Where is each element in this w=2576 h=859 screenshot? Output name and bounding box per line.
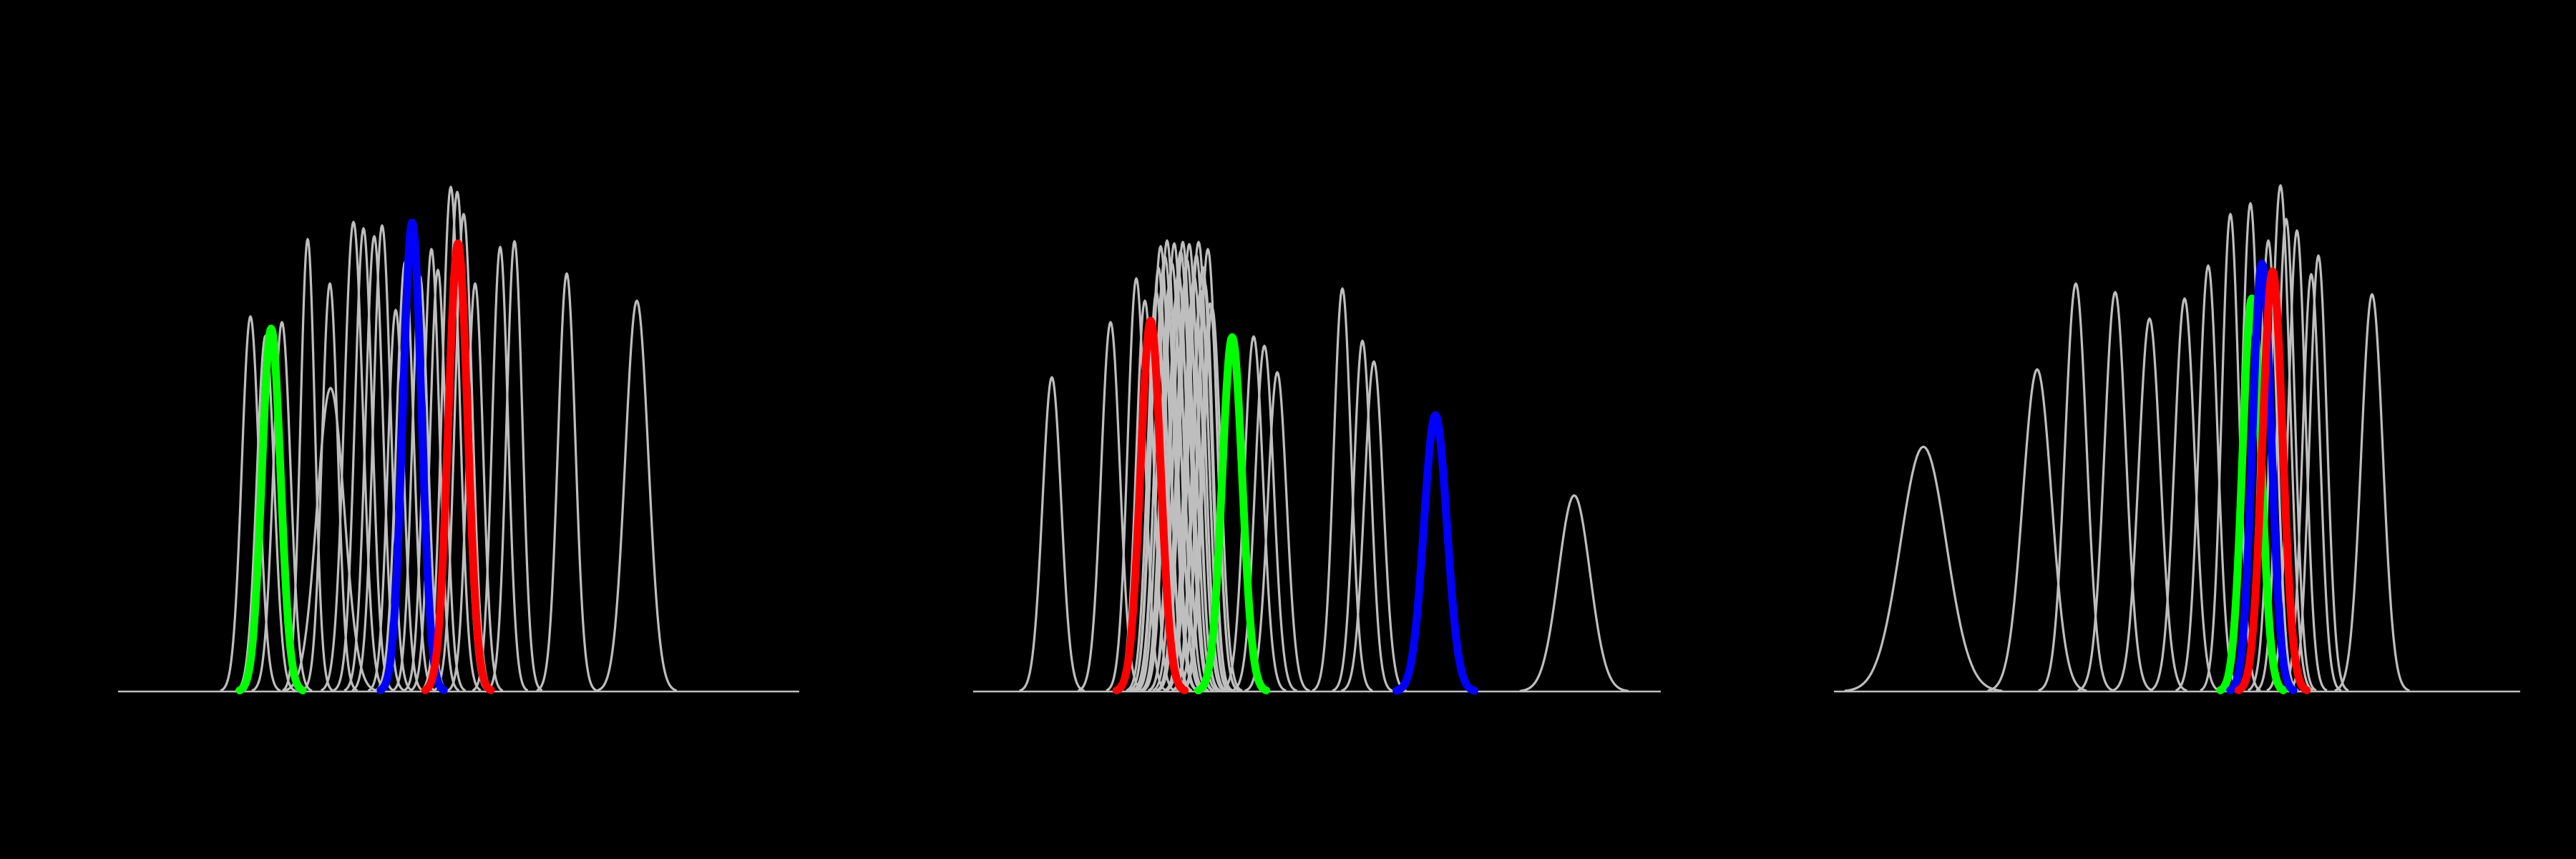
gray-density-curve: [597, 299, 677, 691]
gray-density-curve: [321, 220, 386, 691]
gray-density-curve: [2255, 218, 2317, 691]
gray-density-curve: [1395, 414, 1475, 692]
gray-density-curve: [1332, 339, 1393, 692]
gray-density-curve: [1519, 494, 1629, 692]
red-density-curve: [1112, 316, 1189, 694]
gray-density-curve: [2038, 282, 2114, 691]
panel-2-plot: [973, 239, 1661, 695]
gray-density-curve: [1231, 344, 1297, 692]
gray-density-curve: [333, 227, 394, 691]
gray-density-curve: [1312, 287, 1373, 691]
green-density-curve: [2216, 294, 2288, 694]
gray-density-curve: [2112, 317, 2187, 691]
green-density-curve: [1194, 333, 1271, 694]
gray-density-curve: [2149, 297, 2220, 691]
gray-density-curve: [2248, 184, 2313, 691]
panel-1-plot: [118, 185, 799, 694]
gray-density-curve: [487, 240, 542, 691]
red-density-curve: [2234, 267, 2311, 694]
gray-density-curve: [1341, 360, 1407, 692]
gray-density-curve: [2077, 291, 2153, 691]
gray-density-curve: [1844, 445, 2003, 692]
blue-density-curve: [1392, 411, 1478, 695]
gray-density-curve: [404, 248, 459, 691]
gray-density-curve: [1106, 277, 1167, 691]
gray-density-curve: [1019, 376, 1085, 692]
gray-density-curve: [220, 315, 281, 691]
gray-density-curve: [2334, 293, 2410, 691]
gray-density-curve: [410, 268, 466, 691]
green-density-curve: [235, 324, 307, 694]
gray-density-curve: [1181, 302, 1239, 691]
gray-density-curve: [447, 282, 503, 691]
gray-density-curve: [1221, 335, 1287, 692]
blue-density-curve: [2226, 259, 2298, 694]
panel-3-plot: [1834, 184, 2520, 694]
red-density-curve: [421, 239, 495, 694]
gray-density-curve: [2266, 229, 2328, 691]
gray-density-curve: [1181, 306, 1243, 691]
gray-density-curve: [302, 282, 358, 691]
gray-density-curve: [1987, 368, 2087, 692]
gray-density-curve: [536, 272, 597, 691]
